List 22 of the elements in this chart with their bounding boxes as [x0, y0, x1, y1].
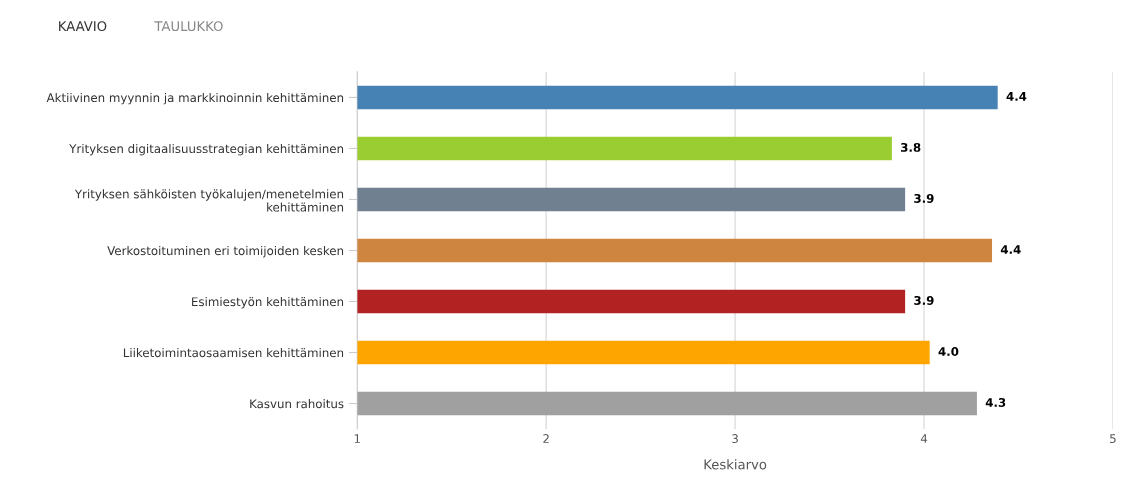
y-tick-label: Verkostoituminen eri toimijoiden kesken [107, 245, 344, 258]
x-axis-title: Keskiarvo [704, 459, 767, 470]
data-label: 3.9 [914, 193, 934, 203]
y-tick-label: Liiketoimintaosaamisen kehittäminen [123, 348, 344, 358]
y-tick-label: Yrityksen digitaalisuusstrategian kehittäminen [69, 143, 344, 156]
text: KAAVIO [59, 21, 107, 32]
data-label: 4.4 [1000, 245, 1021, 254]
y-tick-label: Esimiestyön kehittäminen [192, 297, 344, 309]
x-tick-label: 4 [920, 434, 928, 443]
x-tick-label: 2 [543, 434, 549, 443]
data-label: 3.8 [901, 142, 921, 152]
x-tick-label: 1 [354, 434, 360, 443]
y-tick-label: Kasvun rahoitus [250, 399, 344, 409]
text: TAULUKKO [154, 21, 223, 32]
y-tick-label: Yrityksen sähköisten työkalujen/menetelmien kehittäminen [74, 189, 344, 212]
y-tick-label: Aktiivinen myynnin ja markkinoinnin kehittäminen [46, 92, 344, 105]
x-tick-label: 5 [1110, 434, 1116, 444]
data-label: 4.0 [938, 347, 959, 356]
data-label: 4.4 [1006, 92, 1027, 101]
x-tick-label: 3 [732, 434, 738, 444]
data-label: 4.3 [985, 398, 1006, 407]
data-label: 3.9 [914, 295, 934, 305]
